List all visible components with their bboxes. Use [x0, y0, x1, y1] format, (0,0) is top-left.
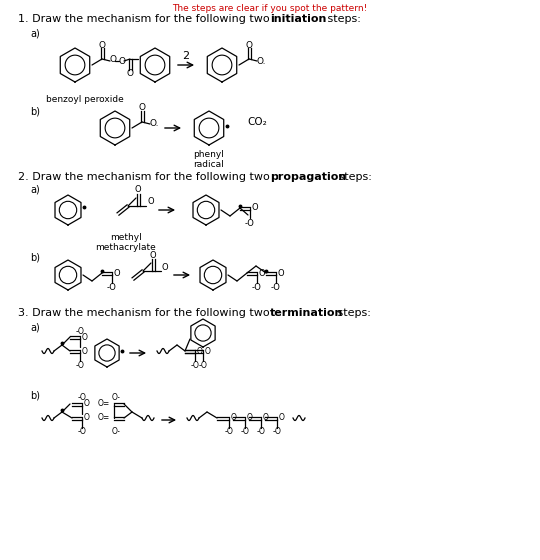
- Text: -O: -O: [240, 427, 249, 436]
- Text: b): b): [30, 390, 40, 400]
- Text: -O: -O: [273, 427, 281, 436]
- Text: 2: 2: [183, 51, 190, 61]
- Text: O: O: [278, 268, 285, 278]
- Text: phenyl
radical: phenyl radical: [193, 150, 225, 169]
- Text: -O: -O: [107, 283, 117, 292]
- Text: -O: -O: [252, 283, 262, 292]
- Text: propagation: propagation: [270, 172, 346, 182]
- Text: O: O: [162, 263, 168, 272]
- Text: 2. Draw the mechanism for the following two: 2. Draw the mechanism for the following …: [18, 172, 273, 182]
- Text: -O: -O: [78, 394, 86, 403]
- Text: O.: O.: [149, 119, 159, 128]
- Text: CO₂: CO₂: [247, 117, 267, 127]
- Text: O: O: [98, 40, 105, 49]
- Text: O: O: [150, 250, 156, 259]
- Text: a): a): [30, 28, 40, 38]
- Text: O: O: [197, 347, 203, 356]
- Text: benzoyl peroxide: benzoyl peroxide: [46, 95, 124, 104]
- Text: methyl
methacrylate: methyl methacrylate: [96, 233, 157, 253]
- Text: O=: O=: [98, 399, 110, 408]
- Text: O: O: [134, 185, 141, 194]
- Text: b): b): [30, 107, 40, 117]
- Text: steps:: steps:: [334, 308, 371, 318]
- Text: O: O: [231, 413, 237, 422]
- Text: -O: -O: [225, 427, 233, 436]
- Text: -O: -O: [199, 361, 207, 370]
- Text: b): b): [30, 252, 40, 262]
- Text: steps:: steps:: [335, 172, 372, 182]
- Text: steps:: steps:: [324, 14, 361, 24]
- Text: O: O: [84, 413, 90, 422]
- Text: O: O: [205, 347, 211, 356]
- Text: O: O: [126, 68, 133, 77]
- Text: a): a): [30, 185, 40, 195]
- Text: O: O: [138, 104, 145, 113]
- Text: O: O: [84, 399, 90, 408]
- Text: O: O: [259, 268, 265, 278]
- Text: O: O: [82, 333, 88, 342]
- Text: O: O: [263, 413, 269, 422]
- Text: O.: O.: [256, 57, 266, 66]
- Text: O: O: [252, 203, 258, 212]
- Text: O: O: [147, 198, 153, 207]
- Text: -O: -O: [78, 427, 86, 436]
- Text: O-: O-: [112, 394, 120, 403]
- Text: 3. Draw the mechanism for the following two: 3. Draw the mechanism for the following …: [18, 308, 273, 318]
- Text: -O: -O: [271, 283, 281, 292]
- Text: O-: O-: [112, 427, 120, 436]
- Text: -O: -O: [256, 427, 266, 436]
- Text: a): a): [30, 322, 40, 332]
- Text: O: O: [82, 347, 88, 356]
- Text: O: O: [114, 268, 120, 278]
- Text: O: O: [247, 413, 253, 422]
- Text: O: O: [279, 413, 285, 422]
- Text: O: O: [110, 55, 117, 64]
- Text: -O: -O: [76, 326, 84, 335]
- Text: -O: -O: [245, 218, 255, 227]
- Text: termination: termination: [270, 308, 343, 318]
- Text: -O: -O: [191, 361, 199, 370]
- Text: O: O: [118, 58, 125, 67]
- Text: -O: -O: [76, 361, 84, 370]
- Text: 1. Draw the mechanism for the following two: 1. Draw the mechanism for the following …: [18, 14, 273, 24]
- Text: O: O: [246, 40, 253, 49]
- Text: O=: O=: [98, 413, 110, 422]
- Text: The steps are clear if you spot the pattern!: The steps are clear if you spot the patt…: [172, 4, 368, 13]
- Text: initiation: initiation: [270, 14, 326, 24]
